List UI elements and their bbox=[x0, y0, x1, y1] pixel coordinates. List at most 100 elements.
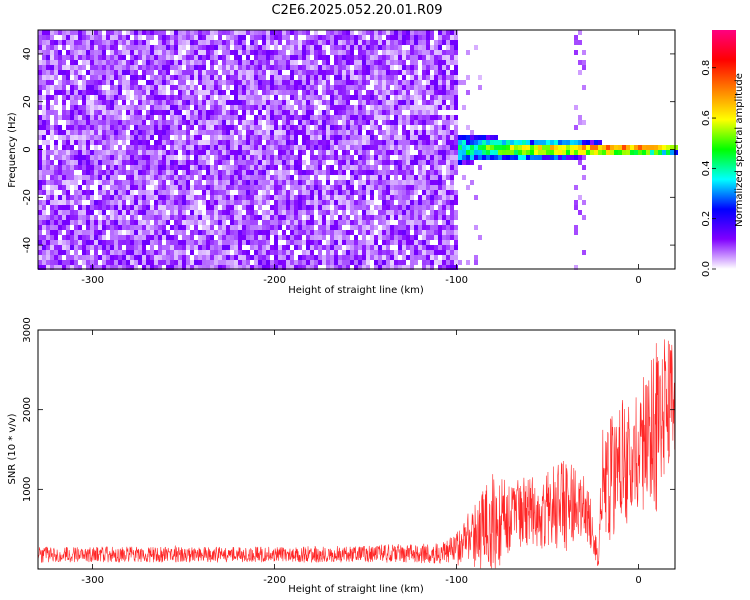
spectrogram-y-tick-label: -20 bbox=[22, 189, 33, 205]
spectrogram-cell bbox=[322, 185, 326, 190]
spectrogram-cell bbox=[382, 145, 386, 150]
spectrogram-cell bbox=[406, 215, 410, 220]
spectrogram-cell bbox=[298, 215, 302, 220]
spectrogram-cell bbox=[450, 100, 454, 105]
spectrogram-cell bbox=[86, 85, 90, 90]
spectrogram-cell bbox=[162, 245, 166, 250]
spectrogram-cell bbox=[66, 230, 70, 235]
spectrogram-cell bbox=[318, 120, 322, 125]
spectrogram-cell bbox=[570, 140, 574, 145]
spectrogram-cell bbox=[98, 190, 102, 195]
spectrogram-cell bbox=[310, 50, 314, 55]
spectrogram-cell bbox=[342, 30, 346, 35]
spectrogram-cell bbox=[290, 85, 294, 90]
spectrogram-cell bbox=[338, 125, 342, 130]
spectrogram-cell bbox=[110, 35, 114, 40]
spectrogram-cell bbox=[182, 255, 186, 260]
spectrogram-cell bbox=[158, 165, 162, 170]
spectrogram-cell bbox=[262, 260, 266, 265]
spectrogram-cell bbox=[138, 85, 142, 90]
spectrogram-cell bbox=[282, 230, 286, 235]
spectrogram-cell bbox=[134, 155, 138, 160]
spectrogram-cell bbox=[98, 65, 102, 70]
spectrogram-cell bbox=[182, 90, 186, 95]
spectrogram-cell bbox=[434, 40, 438, 45]
spectrogram-cell bbox=[294, 90, 298, 95]
spectrogram-cell bbox=[70, 35, 74, 40]
spectrogram-cell bbox=[78, 220, 82, 225]
spectrogram-cell bbox=[130, 40, 134, 45]
spectrogram-cell bbox=[322, 135, 326, 140]
spectrogram-cell bbox=[502, 155, 506, 160]
spectrogram-cell bbox=[522, 150, 526, 155]
spectrogram-cell bbox=[126, 260, 130, 265]
spectrogram-cell bbox=[438, 55, 442, 60]
spectrogram-cell bbox=[210, 70, 214, 75]
spectrogram-cell bbox=[402, 85, 406, 90]
spectrogram-cell bbox=[390, 55, 394, 60]
spectrogram-cell bbox=[178, 220, 182, 225]
spectrogram-cell bbox=[106, 80, 110, 85]
spectrogram-cell bbox=[278, 245, 282, 250]
spectrogram-cell bbox=[198, 210, 202, 215]
spectrogram-cell bbox=[186, 205, 190, 210]
spectrogram-cell bbox=[338, 220, 342, 225]
spectrogram-cell bbox=[150, 255, 154, 260]
spectrogram-cell bbox=[422, 35, 426, 40]
spectrogram-cell bbox=[354, 200, 358, 205]
spectrogram-x-label: Height of straight line (km) bbox=[288, 285, 424, 296]
spectrogram-cell bbox=[426, 35, 430, 40]
spectrogram-cell bbox=[222, 210, 226, 215]
spectrogram-cell bbox=[158, 215, 162, 220]
spectrogram-cell bbox=[322, 115, 326, 120]
spectrogram-cell bbox=[42, 255, 46, 260]
spectrogram-cell bbox=[82, 100, 86, 105]
spectrogram-cell bbox=[74, 185, 78, 190]
spectrogram-cell bbox=[446, 125, 450, 130]
spectrogram-cell bbox=[302, 140, 306, 145]
spectrogram-cell bbox=[110, 50, 114, 55]
spectrogram-cell bbox=[414, 185, 418, 190]
spectrogram-cell bbox=[330, 225, 334, 230]
spectrogram-cell bbox=[386, 165, 390, 170]
spectrogram-cell bbox=[214, 190, 218, 195]
spectrogram-cell bbox=[82, 80, 86, 85]
spectrogram-cell bbox=[446, 150, 450, 155]
spectrogram-cell bbox=[206, 205, 210, 210]
spectrogram-cell bbox=[58, 150, 62, 155]
spectrogram-cell bbox=[38, 205, 42, 210]
spectrogram-cell bbox=[442, 30, 446, 35]
spectrogram-cell bbox=[238, 230, 242, 235]
spectrogram-cell bbox=[578, 115, 582, 120]
spectrogram-cell bbox=[94, 260, 98, 265]
spectrogram-cell bbox=[166, 175, 170, 180]
spectrogram-cell bbox=[106, 30, 110, 35]
spectrogram-cell bbox=[238, 90, 242, 95]
spectrogram-cell bbox=[310, 80, 314, 85]
spectrogram-cell bbox=[58, 170, 62, 175]
spectrogram-cell bbox=[230, 80, 234, 85]
spectrogram-cell bbox=[386, 130, 390, 135]
spectrogram-cell bbox=[314, 120, 318, 125]
spectrogram-cell bbox=[278, 60, 282, 65]
spectrogram-cell bbox=[210, 260, 214, 265]
spectrogram-cell bbox=[414, 145, 418, 150]
spectrogram-cell bbox=[78, 85, 82, 90]
spectrogram-cell bbox=[126, 115, 130, 120]
spectrogram-cell bbox=[322, 110, 326, 115]
spectrogram-cell bbox=[118, 55, 122, 60]
spectrogram-cell bbox=[366, 225, 370, 230]
spectrogram-cell bbox=[78, 200, 82, 205]
spectrogram-cell bbox=[78, 65, 82, 70]
spectrogram-cell bbox=[334, 55, 338, 60]
spectrogram-cell bbox=[150, 205, 154, 210]
spectrogram-cell bbox=[402, 50, 406, 55]
spectrogram-cell bbox=[266, 250, 270, 255]
spectrogram-cell bbox=[110, 80, 114, 85]
spectrogram-cell bbox=[322, 225, 326, 230]
spectrogram-cell bbox=[150, 55, 154, 60]
spectrogram-cell bbox=[90, 155, 94, 160]
spectrogram-cell bbox=[94, 105, 98, 110]
spectrogram-cell bbox=[142, 220, 146, 225]
